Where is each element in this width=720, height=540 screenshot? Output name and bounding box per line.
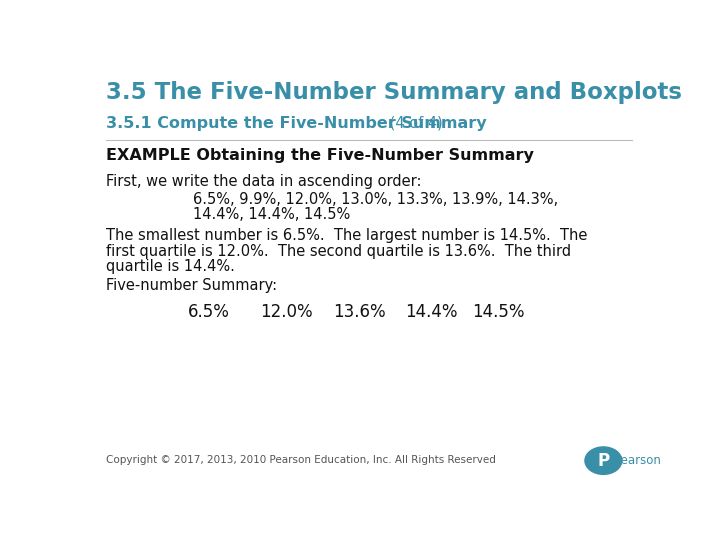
Text: 6.5%: 6.5% (188, 302, 230, 321)
Text: Copyright © 2017, 2013, 2010 Pearson Education, Inc. All Rights Reserved: Copyright © 2017, 2013, 2010 Pearson Edu… (106, 455, 495, 465)
Text: first quartile is 12.0%.  The second quartile is 13.6%.  The third: first quartile is 12.0%. The second quar… (106, 244, 571, 259)
Text: P: P (598, 451, 609, 470)
Text: 3.5 The Five-Number Summary and Boxplots: 3.5 The Five-Number Summary and Boxplots (106, 80, 682, 104)
Text: (4 of 4): (4 of 4) (384, 116, 442, 131)
Circle shape (585, 447, 622, 474)
Text: Pearson: Pearson (615, 454, 662, 467)
Text: The smallest number is 6.5%.  The largest number is 14.5%.  The: The smallest number is 6.5%. The largest… (106, 228, 587, 243)
Text: EXAMPLE Obtaining the Five-Number Summary: EXAMPLE Obtaining the Five-Number Summar… (106, 148, 534, 163)
Text: 3.5.1 Compute the Five-Number Summary: 3.5.1 Compute the Five-Number Summary (106, 116, 486, 131)
Text: 12.0%: 12.0% (260, 302, 312, 321)
Text: First, we write the data in ascending order:: First, we write the data in ascending or… (106, 174, 421, 189)
Text: 14.4%: 14.4% (405, 302, 458, 321)
Text: 13.6%: 13.6% (333, 302, 385, 321)
Text: 6.5%, 9.9%, 12.0%, 13.0%, 13.3%, 13.9%, 14.3%,: 6.5%, 9.9%, 12.0%, 13.0%, 13.3%, 13.9%, … (193, 192, 558, 207)
Text: 14.5%: 14.5% (472, 302, 525, 321)
Text: 14.4%, 14.4%, 14.5%: 14.4%, 14.4%, 14.5% (193, 207, 351, 222)
Text: Five-number Summary:: Five-number Summary: (106, 278, 276, 293)
Text: quartile is 14.4%.: quartile is 14.4%. (106, 259, 235, 274)
